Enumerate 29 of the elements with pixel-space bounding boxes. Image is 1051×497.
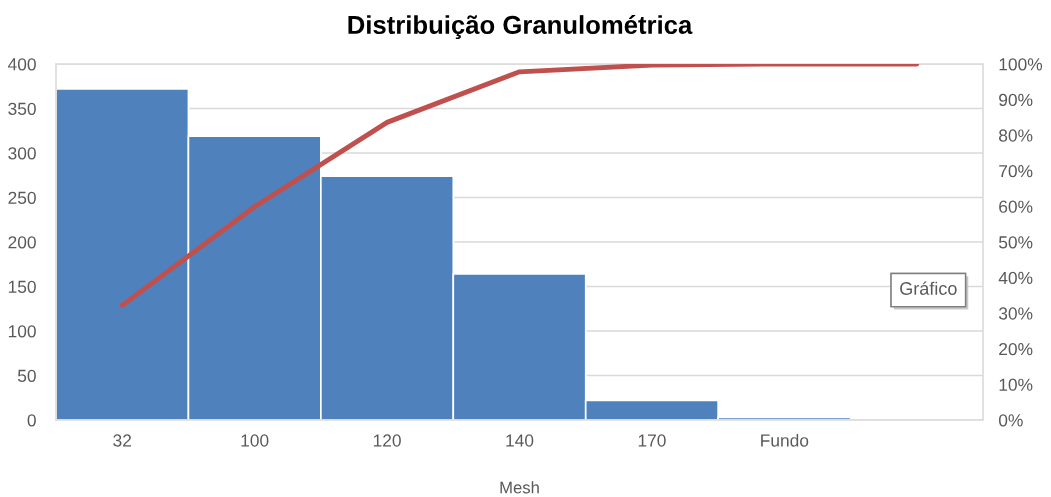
chart-title: Distribuição Granulométrica: [348, 14, 693, 40]
y2-tick-label: 50%: [998, 236, 1033, 249]
x-tick-label: 140: [506, 434, 534, 447]
y2-tick-label: 10%: [999, 378, 1033, 391]
x-tick-label: 170: [638, 434, 666, 447]
y-tick-label: 0: [27, 414, 36, 427]
y2-tick-label: 70%: [999, 164, 1033, 178]
x-tick-label: 100: [241, 434, 269, 447]
y2-tick-label: 20%: [999, 342, 1033, 356]
y2-tick-label: 100%: [999, 58, 1043, 71]
y-tick-label: 250: [8, 191, 36, 204]
x-axis-title: Mesh: [500, 481, 539, 494]
y-tick-label: 350: [8, 102, 36, 115]
y2-tick-label: 30%: [998, 307, 1033, 320]
x-tick-label: 120: [373, 434, 401, 447]
x-tick-label: Fundo: [761, 433, 809, 447]
y-tick-label: 150: [8, 280, 36, 293]
y2-tick-label: 90%: [999, 93, 1033, 107]
y-tick-label: 50: [17, 369, 36, 382]
y-tick-label: 400: [7, 58, 36, 71]
annotation: Gráfico: [900, 281, 957, 295]
y2-tick-label: 80%: [999, 129, 1033, 142]
y-tick-label: 100: [8, 325, 36, 338]
x-tick-label: 32: [113, 434, 131, 447]
y-tick-label: 300: [8, 147, 36, 160]
y2-tick-label: 40%: [998, 271, 1033, 285]
y-tick-label: 200: [8, 236, 36, 249]
y2-tick-label: 0%: [998, 414, 1023, 427]
y2-tick-label: 60%: [999, 200, 1033, 213]
